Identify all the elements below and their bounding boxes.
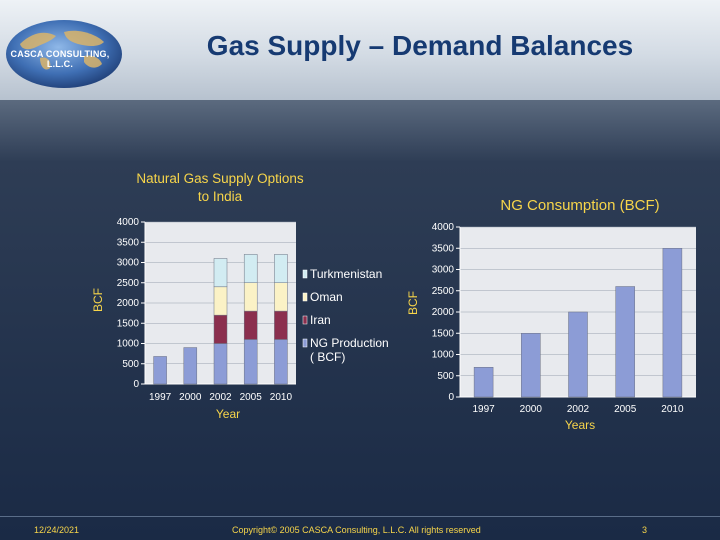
legend-swatch <box>302 269 308 279</box>
y-tick-label: 3500 <box>117 237 140 248</box>
x-tick-label: 2002 <box>209 392 232 403</box>
y-axis-title: BCF <box>406 291 420 315</box>
y-tick-label: 4000 <box>117 217 140 228</box>
y-tick-label: 3000 <box>432 265 455 276</box>
bar-segment <box>153 356 167 385</box>
y-tick-label: 1000 <box>117 339 140 350</box>
x-tick-label: 2002 <box>567 404 590 415</box>
bar <box>568 311 588 398</box>
y-tick-label: 1500 <box>432 328 455 339</box>
bar-segment <box>243 254 258 283</box>
y-tick-label: 2500 <box>117 278 140 289</box>
y-tick-label: 1500 <box>117 318 140 329</box>
x-axis-title: Year <box>216 407 240 421</box>
bar <box>662 248 683 398</box>
right-chart-title: NG Consumption (BCF) <box>500 197 660 214</box>
legend-swatch <box>302 338 308 348</box>
bar <box>521 333 541 398</box>
x-tick-label: 2000 <box>179 392 202 403</box>
y-tick-label: 1000 <box>432 350 455 361</box>
x-tick-label: 1997 <box>472 404 495 415</box>
legend-label: Turkmenistan <box>310 267 382 281</box>
bar-segment <box>213 258 228 288</box>
footer-copyright: Copyright© 2005 CASCA Consulting, L.L.C.… <box>232 525 481 535</box>
x-tick-label: 2005 <box>614 404 637 415</box>
footer-divider <box>0 516 720 517</box>
bar <box>473 367 494 398</box>
globe-logo-icon <box>6 20 122 88</box>
y-tick-label: 4000 <box>432 222 455 233</box>
x-tick-label: 1997 <box>149 392 172 403</box>
legend-swatch <box>302 292 308 302</box>
legend-swatch <box>302 315 308 325</box>
slide-header: CASCA CONSULTING, L.L.C. Gas Supply – De… <box>0 0 720 100</box>
legend-label: Oman <box>310 290 343 304</box>
legend-label: ( BCF) <box>310 350 345 364</box>
y-tick-label: 0 <box>133 379 139 390</box>
y-tick-label: 500 <box>122 359 139 370</box>
footer-date: 12/24/2021 <box>34 525 80 535</box>
x-tick-label: 2000 <box>520 404 543 415</box>
y-tick-label: 2000 <box>432 307 455 318</box>
x-tick-label: 2010 <box>661 404 684 415</box>
y-axis-title: BCF <box>91 288 105 312</box>
legend-label: NG Production <box>310 336 389 350</box>
x-tick-label: 2005 <box>240 392 263 403</box>
logo-text: CASCA CONSULTING, L.L.C. <box>10 49 110 69</box>
x-tick-label: 2010 <box>270 392 293 403</box>
x-axis-title: Years <box>565 418 595 432</box>
bar <box>615 286 635 398</box>
legend-label: Iran <box>310 313 331 327</box>
slide-title: Gas Supply – Demand Balances <box>206 30 634 61</box>
bar-segment <box>274 254 288 283</box>
y-tick-label: 500 <box>437 371 454 382</box>
footer-page-number: 3 <box>642 525 648 535</box>
y-tick-label: 0 <box>448 392 454 403</box>
bar-segment <box>183 347 198 385</box>
y-tick-label: 3000 <box>117 258 140 269</box>
left-chart-title: Natural Gas Supply Options to India <box>136 171 304 204</box>
y-tick-label: 2000 <box>117 298 140 309</box>
y-tick-label: 2500 <box>432 286 455 297</box>
y-tick-label: 3500 <box>432 243 455 254</box>
